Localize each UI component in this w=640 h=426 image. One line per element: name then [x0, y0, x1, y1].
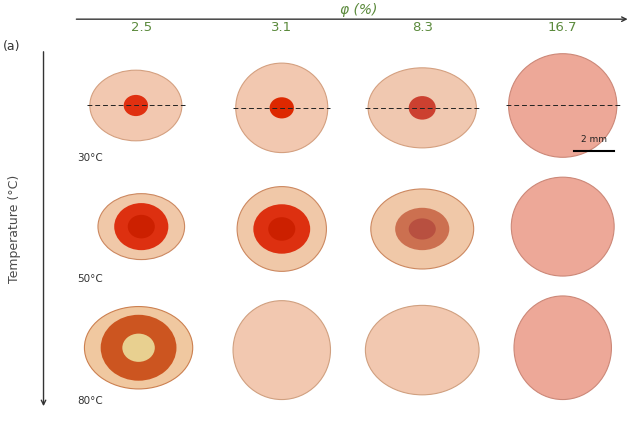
Ellipse shape: [98, 194, 184, 259]
Ellipse shape: [268, 217, 295, 241]
Ellipse shape: [395, 208, 449, 250]
Text: φ (%): φ (%): [340, 3, 377, 17]
Text: 80°C: 80°C: [77, 396, 102, 406]
Text: 16.7: 16.7: [548, 21, 577, 35]
Ellipse shape: [114, 203, 168, 250]
Ellipse shape: [371, 189, 474, 269]
Text: (a): (a): [3, 40, 20, 54]
Ellipse shape: [122, 334, 155, 362]
Ellipse shape: [269, 97, 294, 118]
Ellipse shape: [124, 95, 148, 116]
Ellipse shape: [100, 315, 177, 381]
Ellipse shape: [409, 96, 436, 120]
Text: 30°C: 30°C: [77, 153, 102, 163]
Text: 2 mm: 2 mm: [581, 135, 607, 144]
Ellipse shape: [511, 177, 614, 276]
Text: 2.5: 2.5: [131, 21, 152, 35]
Ellipse shape: [368, 68, 476, 148]
Ellipse shape: [84, 307, 193, 389]
Ellipse shape: [236, 63, 328, 153]
Ellipse shape: [237, 187, 326, 271]
Ellipse shape: [365, 305, 479, 395]
Ellipse shape: [253, 204, 310, 254]
Ellipse shape: [90, 70, 182, 141]
Ellipse shape: [514, 296, 611, 400]
Ellipse shape: [409, 219, 436, 239]
Text: 8.3: 8.3: [412, 21, 433, 35]
Ellipse shape: [509, 54, 617, 157]
Text: Temperature (°C): Temperature (°C): [8, 175, 20, 283]
Ellipse shape: [128, 215, 155, 239]
Text: 50°C: 50°C: [77, 274, 102, 285]
Text: 3.1: 3.1: [271, 21, 292, 35]
Ellipse shape: [233, 301, 330, 400]
